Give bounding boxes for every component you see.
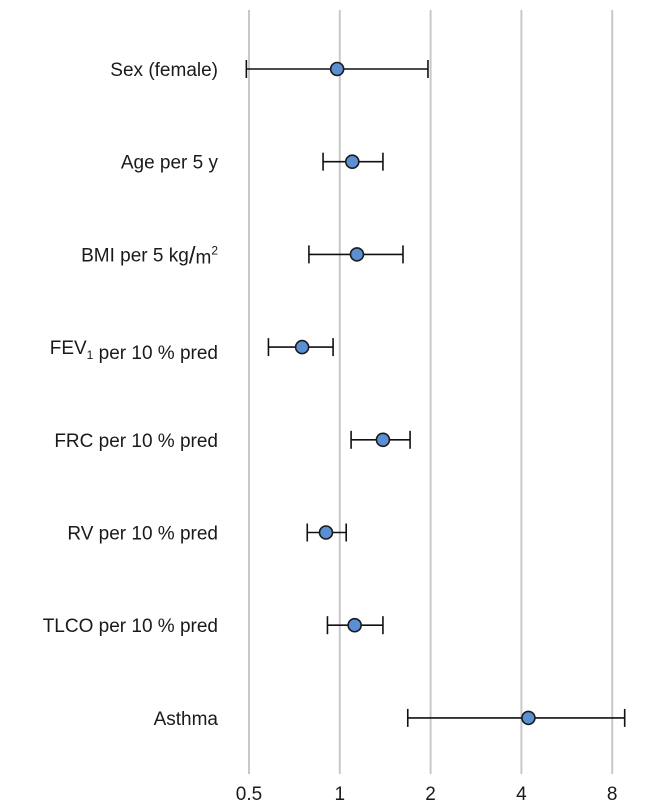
grid-lines — [248, 10, 614, 774]
row-label: RV per 10 % pred — [67, 524, 218, 545]
row-estimate — [267, 338, 334, 357]
point-estimate — [521, 710, 536, 726]
row-label: FRC per 10 % pred — [54, 431, 218, 452]
row-estimate — [326, 616, 384, 635]
row-label: Sex (female) — [110, 60, 218, 81]
row-estimate — [308, 245, 404, 264]
row-estimate — [245, 60, 429, 78]
point-estimate — [344, 154, 360, 169]
row-label-part: 2 — [211, 243, 218, 257]
row-label: Age per 5 y — [121, 153, 219, 174]
row-label-part: BMI per 5 kg — [81, 245, 189, 266]
x-tick-label: 2 — [425, 784, 436, 804]
row-estimate — [306, 523, 347, 542]
row-label: BMI per 5 kg/m2 — [81, 242, 218, 269]
estimate-marks — [245, 60, 626, 727]
x-tick-label: 8 — [607, 784, 618, 804]
point-estimate — [329, 61, 345, 77]
row-estimate — [322, 152, 384, 171]
row-label: Asthma — [154, 709, 219, 730]
point-estimate — [375, 432, 391, 448]
row-label-part: FEV — [50, 338, 87, 359]
row-label: FEV1 per 10 % pred — [50, 338, 218, 364]
row-estimate — [350, 430, 411, 449]
row-label-part: / — [189, 242, 196, 269]
point-estimate — [294, 339, 310, 355]
point-estimate — [347, 617, 362, 633]
point-estimate — [349, 247, 365, 262]
row-label-part: per 10 % pred — [93, 343, 218, 364]
row-labels: Sex (female) Age per 5 y BMI per 5 kg/m2 FE… — [43, 60, 219, 730]
point-estimate — [318, 525, 334, 540]
row-label: TLCO per 10 % pred — [43, 616, 218, 637]
x-tick-label: 4 — [516, 784, 527, 804]
row-label-part: 1 — [87, 348, 94, 362]
x-tick-label: 0.5 — [236, 784, 262, 804]
x-axis-ticks: 0.5 1 2 4 8 — [236, 784, 618, 804]
row-label-part: m — [195, 247, 211, 268]
x-tick-label: 1 — [335, 784, 346, 804]
row-estimate — [406, 708, 626, 727]
